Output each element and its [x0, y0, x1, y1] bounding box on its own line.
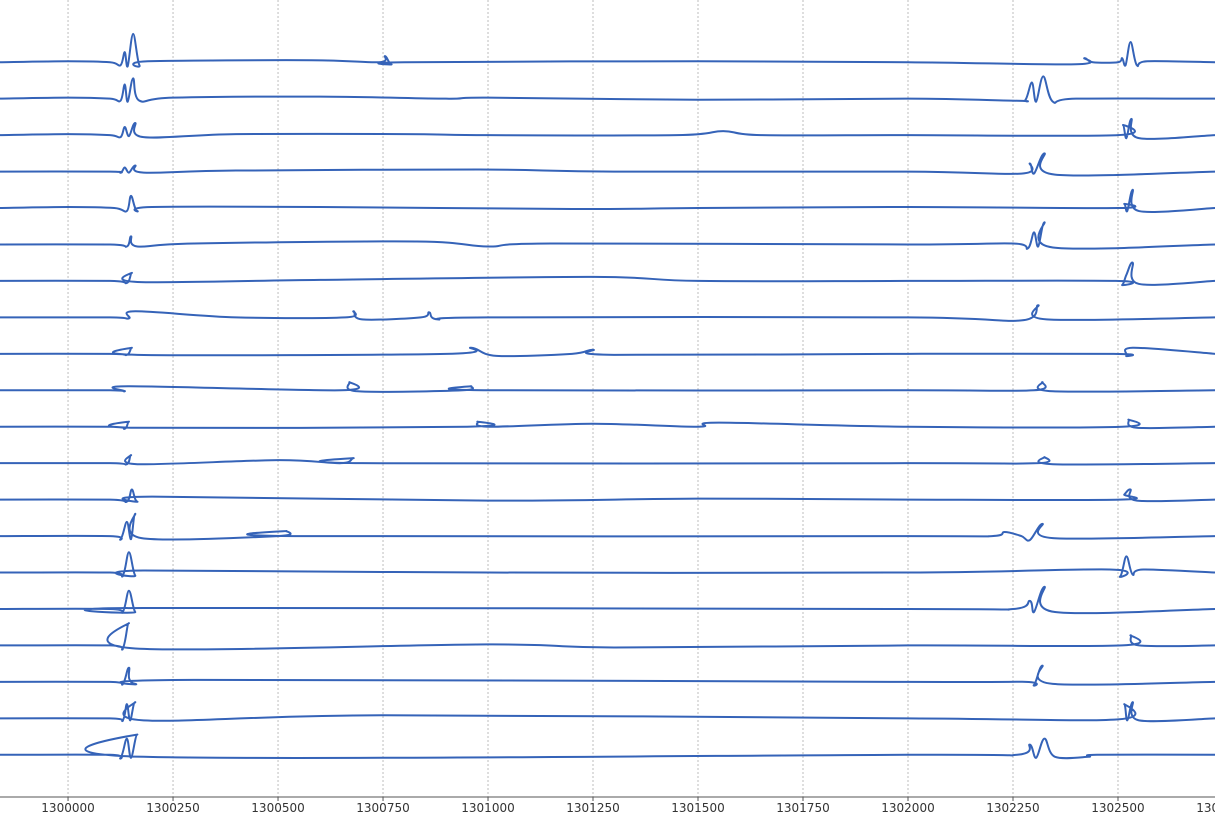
trace — [0, 454, 1215, 466]
x-tick-label: 1302000 — [881, 801, 934, 815]
trace — [0, 664, 1215, 687]
x-tick-label: 1301000 — [461, 801, 514, 815]
traces — [0, 32, 1215, 760]
trace — [0, 418, 1215, 430]
trace — [0, 733, 1215, 760]
trace — [0, 551, 1215, 578]
trace — [0, 585, 1215, 615]
trace — [0, 381, 1215, 393]
trace — [0, 75, 1215, 104]
x-tick-label: 1302250 — [986, 801, 1039, 815]
trace — [0, 512, 1215, 542]
trace — [0, 304, 1215, 322]
x-tick-label: 1302500 — [1091, 801, 1144, 815]
trace — [0, 346, 1215, 358]
trace — [0, 188, 1215, 213]
trace — [0, 701, 1215, 723]
x-tick-label: 1300250 — [146, 801, 199, 815]
x-tick-label: 1300500 — [251, 801, 304, 815]
x-tick-label: 1302750 — [1196, 801, 1215, 815]
x-tick-label: 1301500 — [671, 801, 724, 815]
trace — [0, 488, 1215, 504]
trace — [0, 117, 1215, 140]
grid — [67, 0, 1119, 797]
x-tick-label: 1300000 — [41, 801, 94, 815]
x-axis: 1300000 1300250 1300500 1300750 1301000 13012… — [0, 796, 1215, 815]
trace — [0, 221, 1215, 250]
trace — [0, 32, 1215, 68]
trace — [0, 152, 1215, 177]
x-tick-label: 1301750 — [776, 801, 829, 815]
trace — [0, 622, 1215, 651]
x-tick-label: 1300750 — [356, 801, 409, 815]
x-tick-label: 1301250 — [566, 801, 619, 815]
trace — [0, 261, 1215, 287]
